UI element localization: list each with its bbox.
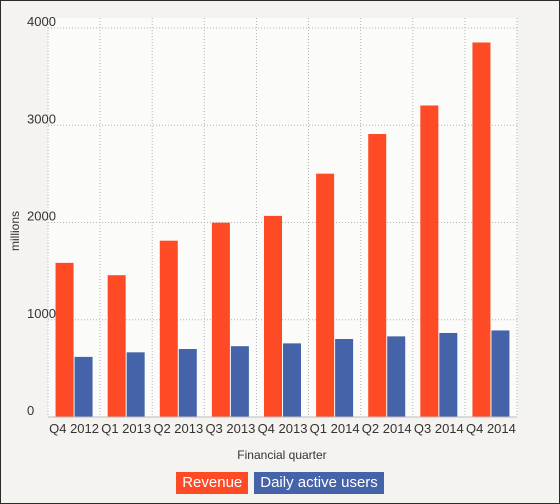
legend-item-revenue[interactable]: Revenue bbox=[176, 472, 249, 494]
bar-revenue[interactable] bbox=[316, 173, 335, 417]
y-tick-label: 1000 bbox=[27, 306, 56, 321]
bar-daily-active-users[interactable] bbox=[491, 330, 510, 417]
legend-item-daily-active-users[interactable]: Daily active users bbox=[254, 472, 384, 494]
bar-daily-active-users[interactable] bbox=[439, 332, 458, 417]
bar-revenue[interactable] bbox=[211, 222, 230, 417]
bar-daily-active-users[interactable] bbox=[178, 349, 197, 417]
grid bbox=[47, 18, 518, 417]
x-axis-title: Financial quarter bbox=[237, 448, 326, 462]
bar-revenue[interactable] bbox=[368, 134, 387, 417]
bar-revenue[interactable] bbox=[107, 275, 126, 417]
x-tick-label: Q3 2014 bbox=[414, 421, 464, 436]
bar-daily-active-users[interactable] bbox=[230, 346, 249, 417]
bar-revenue[interactable] bbox=[264, 215, 282, 417]
bar-revenue[interactable] bbox=[55, 262, 74, 417]
bar-daily-active-users[interactable] bbox=[126, 352, 145, 417]
x-tick-label: Q4 2012 bbox=[49, 421, 99, 436]
y-axis-title: millions bbox=[8, 211, 22, 251]
y-tick-label: 3000 bbox=[27, 111, 56, 126]
y-tick-label: 4000 bbox=[27, 14, 56, 29]
x-tick-label: Q2 2014 bbox=[362, 421, 412, 436]
x-axis-ticks: Q4 2012 Q1 2013 Q2 2013 Q3 2013 Q4 2013 Q1 20… bbox=[49, 421, 516, 436]
bar-daily-active-users[interactable] bbox=[387, 336, 406, 417]
bar-revenue[interactable] bbox=[472, 42, 491, 418]
y-axis-ticks: 0 1000 2000 3000 4000 bbox=[27, 14, 56, 418]
bar-revenue[interactable] bbox=[420, 105, 439, 418]
bar-revenue[interactable] bbox=[159, 240, 178, 417]
y-tick-label: 2000 bbox=[27, 209, 56, 224]
plot-area bbox=[48, 18, 517, 417]
x-tick-label: Q4 2013 bbox=[258, 421, 308, 436]
bar-daily-active-users[interactable] bbox=[283, 343, 301, 417]
x-tick-label: Q1 2013 bbox=[101, 421, 151, 436]
bar-daily-active-users[interactable] bbox=[335, 339, 354, 417]
bars bbox=[55, 42, 510, 418]
bar-daily-active-users[interactable] bbox=[74, 356, 93, 417]
x-tick-label: Q4 2014 bbox=[466, 421, 516, 436]
x-tick-label: Q2 2013 bbox=[153, 421, 203, 436]
x-tick-label: Q3 2013 bbox=[205, 421, 255, 436]
y-tick-label: 0 bbox=[27, 403, 34, 418]
x-tick-label: Q1 2014 bbox=[310, 421, 360, 436]
legend: Revenue Daily active users bbox=[1, 472, 559, 494]
